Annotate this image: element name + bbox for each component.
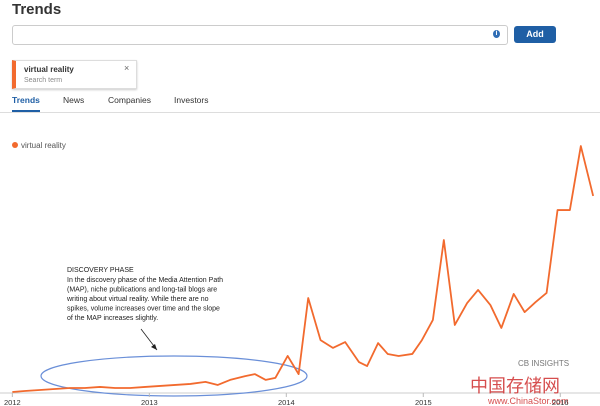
- x-tick-label: 2016: [552, 398, 569, 406]
- tag-chip: virtual reality Search term ×: [12, 60, 137, 89]
- watermark-url: www.ChinaStor.com: [487, 396, 569, 406]
- x-tick-label: 2012: [4, 398, 21, 406]
- tab[interactable]: Companies: [108, 95, 151, 105]
- legend-label: virtual reality: [21, 141, 66, 150]
- tag-label: virtual reality: [24, 65, 74, 74]
- watermark-logo: CB INSIGHTS: [518, 359, 569, 368]
- watermark-cn: 中国存储网: [470, 376, 560, 396]
- annotation-line: In the discovery phase of the Media Atte…: [67, 277, 223, 284]
- tab-divider: [0, 112, 600, 113]
- page-title: Trends: [12, 1, 62, 18]
- annotation-line: (MAP), niche publications and long-tail …: [67, 287, 217, 294]
- add-button[interactable]: Add: [514, 26, 556, 43]
- tab[interactable]: News: [63, 95, 85, 105]
- annotation-line: writing about virtual reality. While the…: [66, 296, 209, 303]
- annotation-line: of the MAP increases slightly.: [67, 315, 158, 322]
- x-tick-label: 2015: [415, 398, 432, 406]
- tag-sublabel: Search term: [24, 77, 63, 84]
- legend-marker: [12, 142, 18, 148]
- series-line: [12, 145, 595, 393]
- annotation-arrowhead: [151, 344, 157, 350]
- annotation-line: spikes, volume increases over time and t…: [67, 306, 220, 313]
- search-input[interactable]: [12, 25, 508, 45]
- x-tick-label: 2013: [141, 398, 158, 406]
- info-icon[interactable]: i: [493, 30, 500, 38]
- annotation-title: DISCOVERY PHASE: [67, 267, 134, 274]
- tab-active[interactable]: Trends: [12, 95, 40, 112]
- highlight-ellipse: [40, 355, 308, 397]
- tag-close[interactable]: ×: [124, 63, 130, 73]
- x-tick-label: 2014: [278, 398, 295, 406]
- tab[interactable]: Investors: [174, 95, 209, 105]
